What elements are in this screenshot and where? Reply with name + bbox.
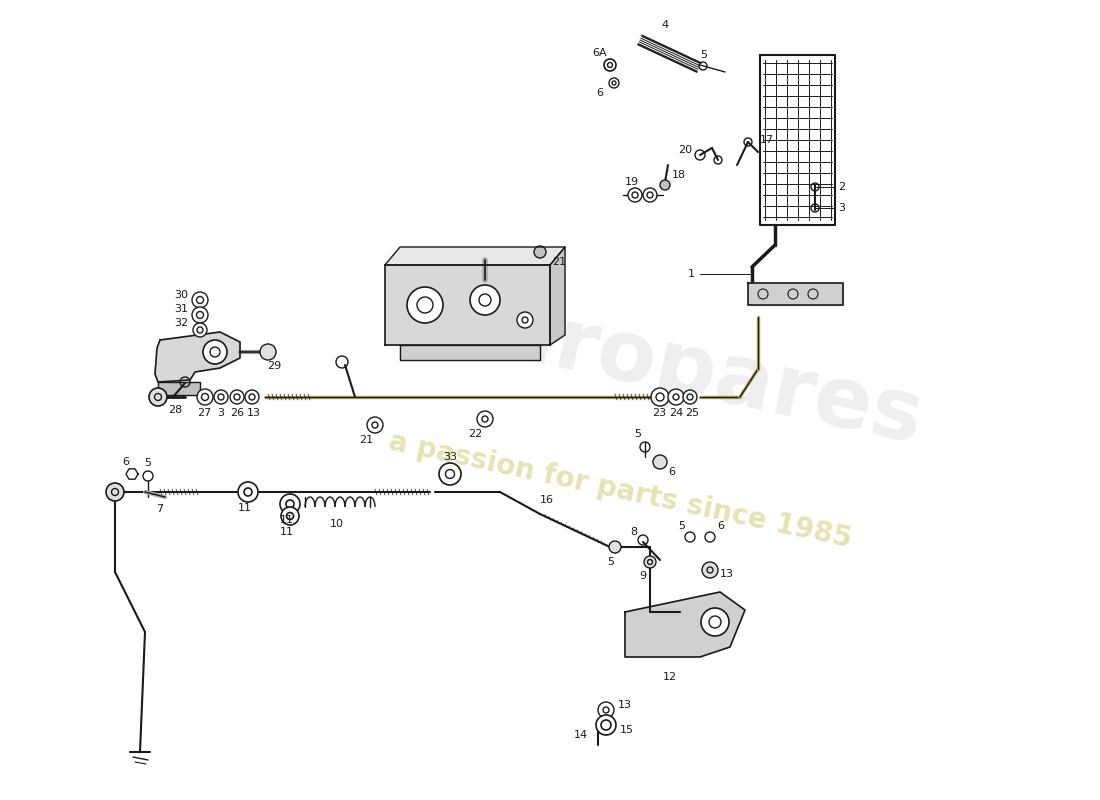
Circle shape — [197, 389, 213, 405]
Circle shape — [106, 483, 124, 501]
Text: 19: 19 — [625, 177, 639, 187]
Text: 20: 20 — [678, 145, 692, 155]
Circle shape — [245, 390, 258, 404]
Text: 22: 22 — [468, 429, 482, 439]
Circle shape — [214, 390, 228, 404]
Text: 13: 13 — [618, 700, 632, 710]
Text: 8: 8 — [630, 527, 637, 537]
Text: 5: 5 — [701, 50, 707, 60]
Text: 5: 5 — [679, 521, 685, 531]
Text: 27: 27 — [197, 408, 211, 418]
Text: 33: 33 — [443, 452, 456, 462]
Circle shape — [407, 287, 443, 323]
Text: 4: 4 — [661, 20, 669, 30]
Text: 26: 26 — [230, 408, 244, 418]
Circle shape — [651, 388, 669, 406]
Text: 13: 13 — [248, 408, 261, 418]
Text: europares: europares — [430, 278, 930, 462]
Polygon shape — [400, 345, 540, 360]
Text: 6: 6 — [596, 88, 604, 98]
Text: 15: 15 — [620, 725, 634, 735]
Polygon shape — [625, 592, 745, 657]
Text: 6: 6 — [122, 457, 130, 467]
Text: 14: 14 — [574, 730, 589, 740]
Text: 12: 12 — [663, 672, 678, 682]
Text: 23: 23 — [652, 408, 667, 418]
Text: 3: 3 — [838, 203, 845, 213]
Text: 25: 25 — [685, 408, 700, 418]
Circle shape — [367, 417, 383, 433]
Text: 32: 32 — [174, 318, 188, 328]
Circle shape — [668, 389, 684, 405]
Circle shape — [439, 463, 461, 485]
Circle shape — [260, 344, 276, 360]
Circle shape — [683, 390, 697, 404]
Circle shape — [596, 715, 616, 735]
Text: 21: 21 — [359, 435, 373, 445]
Text: 17: 17 — [760, 135, 774, 145]
Text: 10: 10 — [330, 519, 344, 529]
Text: 29: 29 — [267, 361, 282, 371]
Text: 11: 11 — [280, 515, 294, 525]
Text: 31: 31 — [174, 304, 188, 314]
Circle shape — [701, 608, 729, 636]
Text: 13: 13 — [720, 569, 734, 579]
Circle shape — [192, 307, 208, 323]
Text: 9: 9 — [639, 571, 647, 581]
Circle shape — [644, 188, 657, 202]
Text: 30: 30 — [174, 290, 188, 300]
Text: a passion for parts since 1985: a passion for parts since 1985 — [386, 427, 854, 553]
Circle shape — [702, 562, 718, 578]
Circle shape — [609, 541, 622, 553]
Circle shape — [230, 390, 244, 404]
Text: 5: 5 — [607, 557, 615, 567]
Text: 1: 1 — [688, 269, 695, 279]
Text: 28: 28 — [168, 405, 183, 415]
Text: 3: 3 — [218, 408, 224, 418]
Circle shape — [280, 494, 300, 514]
Polygon shape — [155, 332, 240, 382]
Circle shape — [192, 323, 207, 337]
Text: 5: 5 — [635, 429, 641, 439]
Text: 6A: 6A — [593, 48, 607, 58]
Text: 18: 18 — [672, 170, 686, 180]
Circle shape — [148, 388, 167, 406]
Text: 6: 6 — [668, 467, 675, 477]
Text: 2: 2 — [838, 182, 845, 192]
Polygon shape — [748, 283, 843, 305]
Polygon shape — [550, 247, 565, 345]
Text: 6: 6 — [717, 521, 724, 531]
Circle shape — [628, 188, 642, 202]
Circle shape — [644, 556, 656, 568]
Text: 16: 16 — [540, 495, 554, 505]
Circle shape — [192, 292, 208, 308]
Text: 7: 7 — [156, 504, 164, 514]
Circle shape — [470, 285, 500, 315]
Circle shape — [534, 246, 546, 258]
Circle shape — [280, 507, 299, 525]
Circle shape — [598, 702, 614, 718]
Circle shape — [204, 340, 227, 364]
Text: 21: 21 — [552, 257, 567, 267]
Circle shape — [477, 411, 493, 427]
Polygon shape — [385, 247, 565, 265]
Circle shape — [660, 180, 670, 190]
Text: 24: 24 — [669, 408, 683, 418]
Text: 5: 5 — [144, 458, 152, 468]
Circle shape — [653, 455, 667, 469]
Polygon shape — [158, 382, 200, 395]
Circle shape — [517, 312, 534, 328]
Circle shape — [238, 482, 258, 502]
Text: 11: 11 — [238, 503, 252, 513]
Polygon shape — [385, 265, 550, 345]
Text: 11: 11 — [280, 527, 294, 537]
